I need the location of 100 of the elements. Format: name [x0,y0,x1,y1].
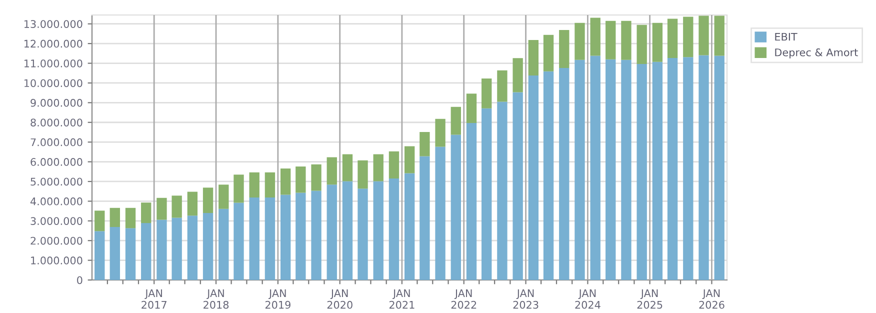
x-tick-label: JAN 2022 [451,289,476,309]
bar [543,71,554,280]
x-tick-label: JAN 2024 [575,289,600,309]
legend-label: EBIT [775,32,798,41]
bar [450,134,461,280]
y-tick-label: 13.000.000 [24,20,82,28]
bar [574,22,585,60]
y-tick-label: 5.000.000 [30,178,82,186]
y-tick-label: 2.000.000 [30,236,82,245]
bar [667,58,678,280]
x-tick-label: JAN 2018 [204,289,229,309]
bar [404,173,415,280]
bar [482,78,492,108]
bar [172,196,182,218]
y-tick-label: 6.000.000 [30,158,82,166]
bar [249,197,260,280]
bar [698,55,709,280]
bar [512,58,523,92]
x-tick-label: JAN 2023 [513,289,538,309]
bar [234,202,244,280]
bar [512,92,523,280]
bar [342,154,353,182]
bar [249,172,260,198]
bar [202,188,214,214]
bar [358,160,368,189]
bar [683,16,694,58]
bar [125,228,136,280]
bar [110,227,120,280]
bar [482,108,492,280]
bar [234,174,244,203]
x-tick-label: JAN 2017 [142,289,166,309]
bar [296,166,306,193]
y-tick-label: 11.000.000 [24,60,82,68]
bar [388,178,400,280]
bar [264,197,276,280]
bar [110,208,120,227]
bar [326,157,337,185]
bar [606,59,616,280]
bar [94,231,105,280]
bar [172,218,182,280]
x-tick-label: JAN 2026 [699,289,724,309]
bar [497,102,508,280]
bar [296,192,306,280]
bar [264,172,276,198]
bar [202,213,214,280]
y-tick-label: 4.000.000 [30,197,82,206]
bar [528,75,539,280]
bar [667,18,678,58]
bar [714,16,724,56]
legend-label: Deprec & Amort [775,48,858,58]
y-tick-label: 9.000.000 [30,98,82,107]
bar [435,146,446,280]
bar [420,132,430,156]
bar [497,70,508,102]
bar [280,194,291,280]
bar [280,168,291,195]
y-tick-label: 0 [77,276,82,284]
x-tick-label: JAN 2020 [327,289,352,309]
bar [559,68,570,280]
bar [621,20,632,60]
bar [466,94,477,123]
bar [141,202,152,224]
bar [528,40,539,76]
y-tick-label: 7.000.000 [30,138,82,146]
bar [141,223,152,280]
bar [714,56,724,280]
bar [218,184,229,209]
bar [590,56,600,280]
bar [342,181,353,280]
bar [606,20,616,60]
bar [466,122,477,280]
bar [450,106,461,135]
bar [636,64,647,280]
bar [156,220,167,280]
x-tick-label: JAN 2021 [389,289,414,309]
y-tick-label: 10.000.000 [24,79,82,88]
bar [187,192,198,216]
bar [621,60,632,280]
bar [358,188,368,280]
bar [683,57,694,280]
x-tick-label: JAN 2019 [265,289,290,309]
bar [187,216,198,280]
bar [218,208,229,280]
bar [388,151,400,179]
bar [373,181,384,280]
y-tick-label: 12.000.000 [24,40,82,48]
bar [373,154,384,182]
bar [652,22,663,62]
bar [156,198,167,220]
x-tick-label: JAN 2025 [637,289,662,309]
y-tick-label: 3.000.000 [30,217,82,225]
bar [652,62,663,280]
y-tick-label: 8.000.000 [30,118,82,126]
bar [125,208,136,228]
bar [435,118,446,147]
bar [636,24,647,64]
bar [698,16,709,56]
bar [574,60,585,280]
bar [559,30,570,68]
bar [420,156,430,280]
